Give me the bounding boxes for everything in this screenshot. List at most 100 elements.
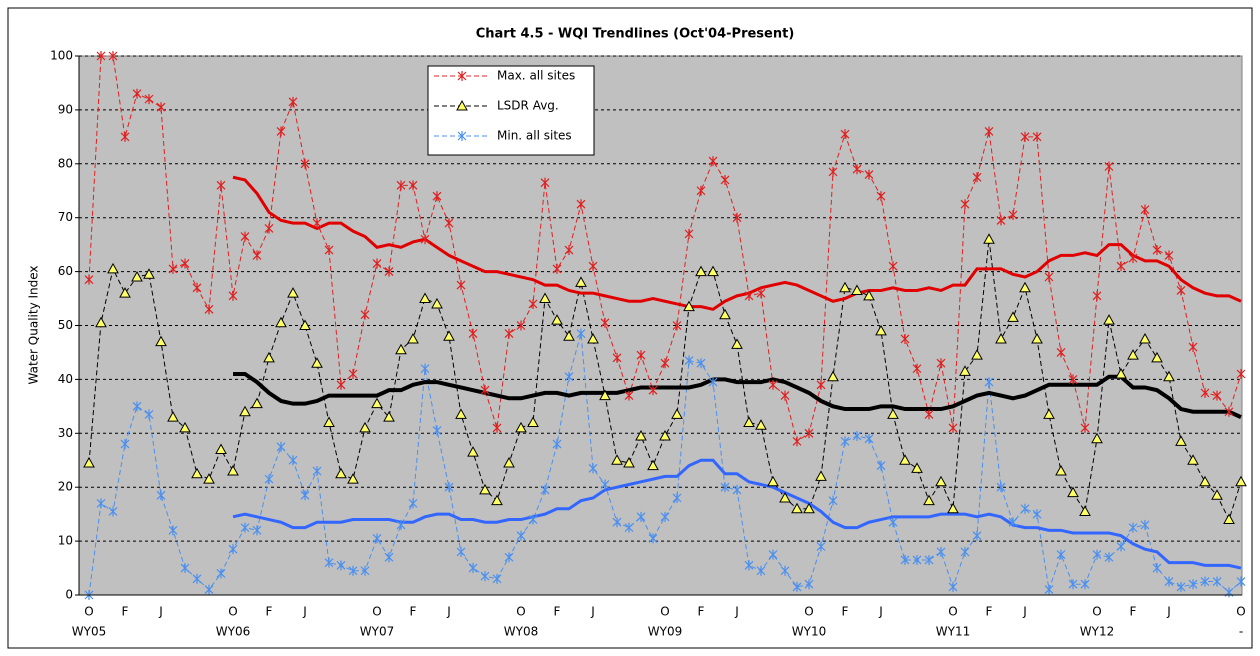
x-tick-label: J [734, 605, 739, 619]
y-tick-label: 30 [58, 426, 73, 440]
y-tick-label: 0 [65, 588, 73, 602]
point [83, 456, 95, 468]
point [1188, 579, 1198, 590]
point [1127, 349, 1139, 360]
point [264, 223, 274, 234]
point [852, 430, 862, 441]
point [179, 421, 191, 433]
point [840, 129, 850, 140]
point [347, 473, 359, 484]
point [995, 332, 1007, 344]
point [96, 498, 106, 509]
point [804, 428, 814, 439]
point [672, 320, 682, 331]
point [1031, 332, 1043, 344]
point [228, 544, 238, 555]
point [360, 309, 370, 320]
point [1008, 210, 1018, 221]
point [684, 355, 694, 366]
point [792, 581, 802, 592]
point [276, 126, 286, 137]
point [312, 466, 322, 477]
point [624, 522, 634, 533]
x-tick-label: F [122, 605, 129, 619]
point [312, 218, 322, 229]
point [576, 199, 586, 210]
x-group-label: WY06 [216, 625, 250, 639]
point [683, 300, 695, 312]
point [360, 565, 370, 576]
point [143, 268, 155, 279]
point [348, 565, 358, 576]
point [516, 530, 526, 541]
point [216, 180, 226, 191]
point [504, 328, 514, 339]
point [984, 377, 994, 388]
point [1140, 204, 1150, 215]
point [299, 319, 311, 330]
point [816, 379, 826, 390]
point [1080, 422, 1090, 433]
point [671, 408, 683, 419]
point [648, 533, 658, 544]
point [1032, 131, 1042, 142]
point [527, 416, 539, 428]
point [864, 169, 874, 180]
point [791, 502, 803, 514]
point [612, 517, 622, 528]
x-tick-label: F [410, 605, 417, 619]
point [300, 490, 310, 501]
point [779, 491, 791, 503]
point [1152, 245, 1162, 256]
x-group-label: WY09 [648, 625, 682, 639]
point [1200, 387, 1210, 398]
point [1020, 503, 1030, 514]
x-tick-label: J [878, 605, 883, 619]
point [912, 363, 922, 374]
point [419, 292, 431, 304]
point [564, 371, 574, 382]
y-tick-label: 20 [58, 480, 73, 494]
point [708, 377, 718, 388]
point [420, 363, 430, 374]
point [275, 316, 287, 328]
x-group-label: - [1239, 625, 1243, 639]
point [288, 96, 298, 107]
point [600, 317, 610, 328]
x-tick-label: O [516, 605, 525, 619]
point [131, 270, 143, 282]
point [420, 234, 430, 245]
point [684, 228, 694, 239]
point [863, 289, 875, 301]
point [1056, 549, 1066, 560]
point [144, 94, 154, 105]
point [300, 158, 310, 169]
x-tick-label: F [266, 605, 273, 619]
point [1236, 369, 1246, 380]
plot-layer [79, 51, 1247, 600]
point [180, 563, 190, 574]
x-tick-label: J [1022, 605, 1027, 619]
point [768, 549, 778, 560]
point [732, 484, 742, 495]
point [528, 298, 538, 309]
point [192, 573, 202, 584]
point [756, 288, 766, 299]
point [743, 416, 755, 428]
point [180, 258, 190, 269]
point [323, 416, 335, 428]
point [552, 263, 562, 274]
y-tick-label: 90 [58, 102, 73, 116]
point [192, 282, 202, 293]
point [252, 525, 262, 536]
point [839, 281, 851, 293]
point [251, 397, 263, 409]
point [948, 422, 958, 433]
point [1104, 552, 1114, 563]
legend-label: Max. all sites [497, 69, 575, 83]
point [900, 554, 910, 565]
x-tick-label: F [554, 605, 561, 619]
point [888, 261, 898, 272]
point [972, 172, 982, 183]
